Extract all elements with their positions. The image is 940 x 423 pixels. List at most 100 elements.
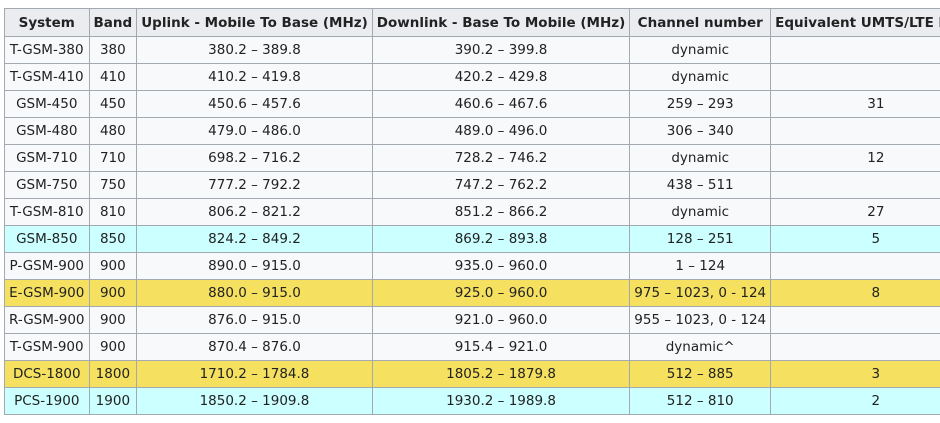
cell-system: GSM-750 <box>4 171 90 199</box>
cell-umts-lte-band: 8 <box>770 279 940 307</box>
cell-uplink: 806.2 – 821.2 <box>136 198 373 226</box>
table-row: GSM-850 850 824.2 – 849.2 869.2 – 893.8 128 … <box>4 225 940 253</box>
cell-downlink: 728.2 – 746.2 <box>371 144 631 172</box>
cell-system: PCS-1900 <box>4 387 90 415</box>
column-header-system: System <box>4 8 90 37</box>
cell-uplink: 698.2 – 716.2 <box>136 144 373 172</box>
cell-umts-lte-band: 5 <box>770 225 940 253</box>
cell-downlink: 925.0 – 960.0 <box>371 279 631 307</box>
cell-downlink: 460.6 – 467.6 <box>371 90 631 118</box>
cell-band: 900 <box>88 279 138 307</box>
cell-uplink: 1850.2 – 1909.8 <box>136 387 373 415</box>
cell-band: 850 <box>88 225 138 253</box>
cell-band: 900 <box>88 252 138 280</box>
column-header-channel-number: Channel number <box>629 8 772 37</box>
cell-system: GSM-710 <box>4 144 90 172</box>
cell-uplink: 777.2 – 792.2 <box>136 171 373 199</box>
cell-band: 1900 <box>88 387 138 415</box>
cell-downlink: 1805.2 – 1879.8 <box>371 360 631 388</box>
cell-band: 900 <box>88 333 138 361</box>
cell-system: GSM-480 <box>4 117 90 145</box>
cell-band: 710 <box>88 144 138 172</box>
cell-channel-number: 512 – 885 <box>629 360 772 388</box>
cell-band: 450 <box>88 90 138 118</box>
cell-channel-number: 438 – 511 <box>629 171 772 199</box>
table-body: T-GSM-380 380 380.2 – 389.8 390.2 – 399.8 dy… <box>4 36 940 415</box>
cell-downlink: 390.2 – 399.8 <box>371 36 631 64</box>
cell-uplink: 824.2 – 849.2 <box>136 225 373 253</box>
column-header-downlink: Downlink - Base To Mobile (MHz) <box>371 8 631 37</box>
cell-umts-lte-band <box>770 63 940 91</box>
cell-channel-number: dynamic <box>629 198 772 226</box>
table-header-row: System Band Uplink - Mobile To Base (MHz… <box>4 8 940 37</box>
cell-umts-lte-band: 3 <box>770 360 940 388</box>
cell-band: 1800 <box>88 360 138 388</box>
cell-channel-number: dynamic <box>629 36 772 64</box>
cell-system: T-GSM-900 <box>4 333 90 361</box>
table-row: E-GSM-900 900 880.0 – 915.0 925.0 – 960.0 97… <box>4 279 940 307</box>
cell-channel-number: 955 – 1023, 0 - 124 <box>629 306 772 334</box>
cell-band: 900 <box>88 306 138 334</box>
cell-umts-lte-band: 27 <box>770 198 940 226</box>
table-row: P-GSM-900 900 890.0 – 915.0 935.0 – 960.0 1 … <box>4 252 940 280</box>
table-row: T-GSM-900 900 870.4 – 876.0 915.4 – 921.0 dy… <box>4 333 940 361</box>
cell-band: 750 <box>88 171 138 199</box>
cell-channel-number: 1 – 124 <box>629 252 772 280</box>
cell-system: T-GSM-380 <box>4 36 90 64</box>
cell-umts-lte-band <box>770 306 940 334</box>
cell-downlink: 1930.2 – 1989.8 <box>371 387 631 415</box>
cell-system: T-GSM-410 <box>4 63 90 91</box>
gsm-frequency-bands-table: System Band Uplink - Mobile To Base (MHz… <box>4 8 940 415</box>
cell-channel-number: dynamic <box>629 63 772 91</box>
cell-uplink: 410.2 – 419.8 <box>136 63 373 91</box>
cell-downlink: 747.2 – 762.2 <box>371 171 631 199</box>
cell-system: DCS-1800 <box>4 360 90 388</box>
cell-channel-number: 259 – 293 <box>629 90 772 118</box>
cell-uplink: 876.0 – 915.0 <box>136 306 373 334</box>
table-row: PCS-1900 1900 1850.2 – 1909.8 1930.2 – 1989… <box>4 387 940 415</box>
cell-umts-lte-band: 31 <box>770 90 940 118</box>
cell-channel-number: 512 – 810 <box>629 387 772 415</box>
cell-umts-lte-band <box>770 36 940 64</box>
cell-uplink: 880.0 – 915.0 <box>136 279 373 307</box>
cell-band: 410 <box>88 63 138 91</box>
cell-downlink: 420.2 – 429.8 <box>371 63 631 91</box>
cell-umts-lte-band <box>770 117 940 145</box>
table-row: T-GSM-410 410 410.2 – 419.8 420.2 – 429.8 dy… <box>4 63 940 91</box>
column-header-umts-lte-band: Equivalent UMTS/LTE band <box>770 8 940 37</box>
cell-system: GSM-850 <box>4 225 90 253</box>
cell-system: GSM-450 <box>4 90 90 118</box>
frequency-table-container: System Band Uplink - Mobile To Base (MHz… <box>4 8 940 415</box>
cell-channel-number: 128 – 251 <box>629 225 772 253</box>
cell-umts-lte-band <box>770 333 940 361</box>
cell-system: E-GSM-900 <box>4 279 90 307</box>
cell-system: T-GSM-810 <box>4 198 90 226</box>
cell-channel-number: dynamic^ <box>629 333 772 361</box>
column-header-uplink: Uplink - Mobile To Base (MHz) <box>136 8 373 37</box>
cell-downlink: 921.0 – 960.0 <box>371 306 631 334</box>
cell-downlink: 869.2 – 893.8 <box>371 225 631 253</box>
cell-uplink: 870.4 – 876.0 <box>136 333 373 361</box>
table-row: R-GSM-900 900 876.0 – 915.0 921.0 – 960.0 95… <box>4 306 940 334</box>
cell-uplink: 890.0 – 915.0 <box>136 252 373 280</box>
cell-band: 810 <box>88 198 138 226</box>
cell-umts-lte-band <box>770 252 940 280</box>
cell-system: R-GSM-900 <box>4 306 90 334</box>
cell-umts-lte-band: 12 <box>770 144 940 172</box>
cell-channel-number: 975 – 1023, 0 - 124 <box>629 279 772 307</box>
cell-downlink: 935.0 – 960.0 <box>371 252 631 280</box>
table-row: T-GSM-380 380 380.2 – 389.8 390.2 – 399.8 dy… <box>4 36 940 64</box>
table-row: T-GSM-810 810 806.2 – 821.2 851.2 – 866.2 dy… <box>4 198 940 226</box>
cell-uplink: 1710.2 – 1784.8 <box>136 360 373 388</box>
table-row: GSM-710 710 698.2 – 716.2 728.2 – 746.2 dyna… <box>4 144 940 172</box>
cell-downlink: 915.4 – 921.0 <box>371 333 631 361</box>
cell-uplink: 450.6 – 457.6 <box>136 90 373 118</box>
cell-downlink: 851.2 – 866.2 <box>371 198 631 226</box>
cell-band: 380 <box>88 36 138 64</box>
cell-channel-number: dynamic <box>629 144 772 172</box>
cell-uplink: 380.2 – 389.8 <box>136 36 373 64</box>
column-header-band: Band <box>88 8 138 37</box>
cell-channel-number: 306 – 340 <box>629 117 772 145</box>
cell-system: P-GSM-900 <box>4 252 90 280</box>
table-row: DCS-1800 1800 1710.2 – 1784.8 1805.2 – 1879… <box>4 360 940 388</box>
